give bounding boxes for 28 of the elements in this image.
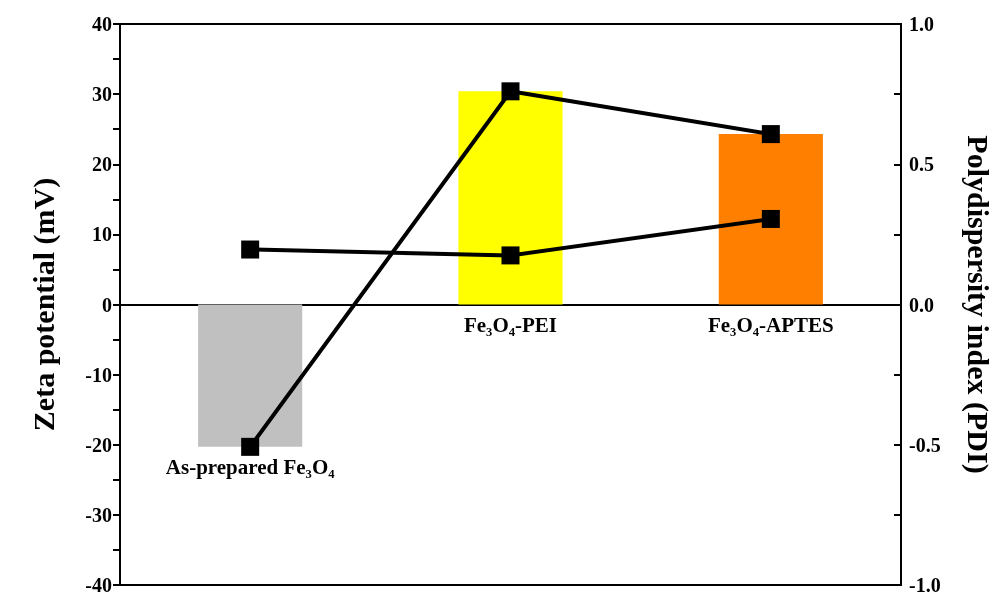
y2-tick-label: 0.0: [909, 293, 934, 316]
point: [501, 82, 520, 101]
y-tick-label: -40: [85, 574, 112, 596]
y2-tick-label: 0.5: [909, 153, 934, 176]
y-tick-label: 20: [92, 153, 112, 176]
y-tick-label: 10: [92, 223, 112, 246]
bar: [718, 134, 823, 305]
x-tick-label: Fe₃O₄-APTES: [707, 313, 834, 337]
y2-tick-label: -1.0: [909, 574, 941, 596]
bar: [458, 91, 563, 305]
y-axis-title: Zeta potential (mV): [26, 177, 61, 432]
bar: [198, 304, 303, 447]
y-tick-label: -20: [85, 433, 112, 456]
point: [761, 209, 780, 228]
point: [761, 125, 780, 144]
point: [241, 240, 260, 259]
y-tick-label: 30: [92, 83, 112, 106]
point: [241, 437, 260, 456]
point: [501, 246, 520, 265]
y-tick-label: -30: [85, 503, 112, 526]
y-tick-label: 40: [92, 13, 112, 35]
y-tick-label: 0: [102, 293, 112, 316]
y-tick-label: -10: [85, 363, 112, 386]
y2-axis-title: Polydispersity index (PDI): [960, 135, 995, 474]
y2-tick-label: 1.0: [909, 13, 934, 35]
x-tick-label: As-prepared Fe₃O₄: [165, 455, 336, 480]
y2-tick-label: -0.5: [909, 433, 941, 456]
x-tick-label: Fe₃O₄-PEI: [463, 313, 558, 337]
